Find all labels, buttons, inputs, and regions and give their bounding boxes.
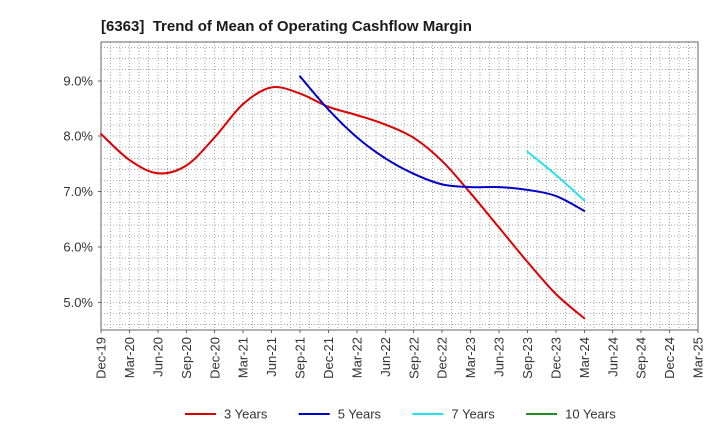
legend-label-5-years: 5 Years (338, 407, 382, 422)
x-tick-label: Sep-22 (406, 337, 421, 379)
data-point-3-years (354, 113, 359, 118)
x-tick-label: Sep-20 (179, 337, 194, 379)
series-line-3-years (100, 86, 586, 320)
grid (101, 42, 698, 330)
x-tick-label: Dec-21 (321, 337, 336, 379)
data-point-7-years (525, 149, 530, 154)
data-point-5-years (326, 107, 331, 112)
y-tick-label: 8.0% (63, 129, 93, 144)
x-tick-label: Mar-21 (236, 337, 251, 378)
data-point-7-years (553, 172, 558, 177)
data-point-5-years (440, 182, 445, 187)
data-point-3-years (497, 225, 502, 230)
data-point-3-years (298, 91, 303, 96)
data-point-3-years (241, 102, 246, 107)
legend: 3 Years 5 Years 7 Years 10 Years (185, 407, 616, 422)
x-tick-label: Mar-24 (577, 337, 592, 378)
x-tick-label: Jun-20 (150, 337, 165, 377)
x-tick-label: Dec-19 (94, 337, 109, 379)
data-point-5-years (298, 74, 303, 79)
y-tick-label: 5.0% (63, 295, 93, 310)
data-point-3-years (127, 157, 132, 162)
data-point-3-years (553, 292, 558, 297)
x-axis: Dec-19 Mar-20 Jun-20 Sep-20 Dec-20 Mar-21 Jun-… (94, 330, 706, 379)
x-tick-label: Mar-22 (349, 337, 364, 378)
y-tick-label: 9.0% (63, 73, 93, 88)
x-tick-label: Dec-22 (435, 337, 450, 379)
data-point-5-years (553, 193, 558, 198)
x-tick-label: Jun-21 (264, 337, 279, 377)
x-tick-label: Sep-21 (293, 337, 308, 379)
data-point-3-years (468, 191, 473, 196)
data-point-5-years (468, 185, 473, 190)
plot-area (100, 41, 699, 331)
x-tick-label: Mar-25 (691, 337, 706, 378)
data-point-5-years (525, 187, 530, 192)
data-point-5-years (582, 208, 587, 213)
data-point-5-years (383, 156, 388, 161)
x-tick-label: Jun-24 (605, 337, 620, 377)
x-tick-label: Dec-23 (548, 337, 563, 379)
x-tick-label: Sep-23 (520, 337, 535, 379)
series-line-7-years (526, 150, 586, 202)
x-tick-label: Dec-24 (662, 337, 677, 379)
series-lines (100, 74, 587, 321)
data-point-3-years (212, 135, 217, 140)
data-point-3-years (155, 171, 160, 176)
data-point-5-years (497, 185, 502, 190)
legend-label-7-years: 7 Years (451, 407, 495, 422)
legend-label-10-years: 10 Years (565, 407, 616, 422)
data-point-3-years (525, 259, 530, 264)
data-point-3-years (582, 316, 587, 321)
y-tick-label: 6.0% (63, 239, 93, 254)
x-tick-label: Dec-20 (207, 337, 222, 379)
x-tick-label: Jun-22 (378, 337, 393, 377)
data-point-3-years (269, 85, 274, 90)
data-point-3-years (440, 159, 445, 164)
data-point-5-years (411, 171, 416, 176)
x-tick-label: Jun-23 (492, 337, 507, 377)
data-point-5-years (354, 135, 359, 140)
data-point-3-years (184, 163, 189, 168)
data-point-3-years (411, 135, 416, 140)
data-point-3-years (383, 122, 388, 127)
chart-title: [6363] Trend of Mean of Operating Cashfl… (101, 18, 472, 35)
y-tick-label: 7.0% (63, 184, 93, 199)
x-tick-label: Mar-20 (122, 337, 137, 378)
data-point-7-years (582, 198, 587, 203)
x-tick-label: Mar-23 (463, 337, 478, 378)
y-axis: 5.0% 6.0% 7.0% 8.0% 9.0% (63, 73, 101, 310)
x-tick-label: Sep-24 (634, 337, 649, 379)
legend-label-3-years: 3 Years (224, 407, 268, 422)
series-line-5-years (299, 75, 586, 212)
